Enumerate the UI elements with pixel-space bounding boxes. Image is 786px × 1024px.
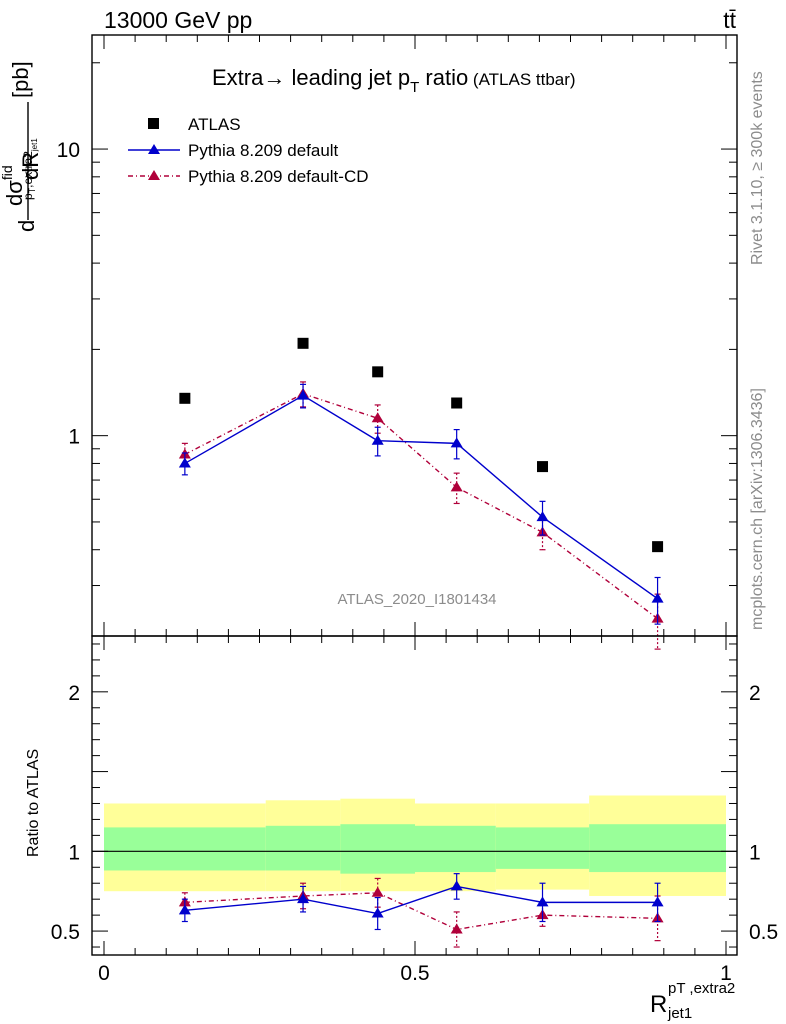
svg-text:ATLAS: ATLAS — [188, 115, 241, 134]
pythia-default-line — [184, 394, 658, 600]
pythia-default-cd-line — [184, 393, 658, 620]
pythia-default-point — [651, 592, 664, 603]
uncertainty-band-inner — [340, 824, 415, 874]
ratio-panel: 0 0.5 1 0.5 0.5 1 1 2 2 — [51, 635, 778, 985]
atlas-point — [297, 337, 309, 349]
y-tick-label: 1 — [68, 841, 80, 864]
atlas-point — [451, 397, 463, 409]
uncertainty-band-inner — [415, 825, 496, 873]
svg-text:Pythia 8.209 default: Pythia 8.209 default — [188, 141, 339, 160]
svg-text:Pythia 8.209 default-CD: Pythia 8.209 default-CD — [188, 167, 369, 186]
pythia-default-point — [450, 437, 463, 448]
ratio-pythia-default-cd-point — [450, 923, 463, 934]
pythia-default-point — [371, 434, 384, 445]
ratio-pythia-default-cd-point — [371, 886, 384, 897]
y-tick-label: 10 — [57, 139, 80, 162]
mcplots-label: mcplots.cern.ch [arXiv:1306.3436] — [749, 388, 766, 630]
atlas-point — [372, 366, 384, 378]
legend-entry-atlas: ATLAS — [148, 115, 241, 134]
x-axis-label-sub: jet1 — [667, 1005, 692, 1022]
x-tick-label: 0.5 — [400, 962, 429, 985]
header-left: 13000 GeV pp — [104, 7, 252, 33]
top-panel: 1 10 — [57, 34, 738, 955]
svg-text:dR: dR — [18, 152, 43, 180]
y-tick-label-right: 0.5 — [749, 921, 778, 944]
x-axis-label-sup: pT ,extra2 — [668, 980, 735, 997]
ratio-pythia-default-point — [651, 896, 664, 907]
svg-text:dσfid: dσfid — [0, 165, 27, 206]
svg-text:[pb]: [pb] — [8, 61, 33, 98]
pythia-default-point — [297, 389, 310, 400]
atlas-point — [179, 392, 191, 404]
uncertainty-band-inner — [265, 825, 341, 871]
x-tick-label: 0 — [98, 962, 110, 985]
uncertainty-band-inner — [589, 824, 726, 873]
ratio-pythia-default-point — [450, 880, 463, 891]
ratio-pythia-default-point — [178, 904, 191, 915]
x-axis-label: R — [650, 991, 667, 1018]
y-tick-label: 1 — [68, 426, 80, 449]
bottom-ylabel: Ratio to ATLAS — [25, 749, 42, 857]
pythia-default-cd-point — [450, 481, 463, 492]
uncertainty-band-inner — [104, 827, 266, 871]
ratio-pythia-default-point — [371, 907, 384, 918]
y-tick-label-right: 1 — [749, 841, 761, 864]
y-tick-label: 0.5 — [51, 921, 80, 944]
legend-entry-pythia-default-cd: Pythia 8.209 default-CD — [128, 167, 369, 186]
header-right: tt̄ — [723, 7, 736, 33]
bottom-frame — [91, 635, 738, 956]
analysis-watermark: ATLAS_2020_I1801434 — [337, 591, 496, 608]
pythia-default-cd-point — [371, 412, 384, 423]
atlas-point — [537, 461, 549, 473]
svg-text:d: d — [14, 220, 39, 232]
atlas-point — [652, 541, 664, 553]
legend-entry-pythia-default: Pythia 8.209 default — [128, 141, 339, 160]
pythia-default-point — [178, 457, 191, 468]
ratio-pythia-default-cd-line — [184, 892, 658, 931]
pythia-default-point — [536, 511, 549, 522]
uncertainty-band-inner — [495, 827, 590, 869]
x-tick-label: 1 — [720, 962, 732, 985]
ratio-pythia-default-line — [184, 885, 658, 915]
legend: ATLAS Pythia 8.209 default Pythia 8.209 … — [128, 115, 369, 186]
chart-title: Extra→ leading jet pT ratio (ATLAS ttbar… — [212, 65, 576, 96]
ratio-pythia-default-point — [297, 893, 310, 904]
top-ylabel: d dR dσfid pT,extra2jet1 [pb] — [0, 61, 43, 232]
y-tick-label: 2 — [68, 682, 80, 705]
y-tick-label-right: 2 — [749, 682, 761, 705]
ratio-pythia-default-point — [536, 896, 549, 907]
rivet-label: Rivet 3.1.10, ≥ 300k events — [749, 71, 766, 265]
